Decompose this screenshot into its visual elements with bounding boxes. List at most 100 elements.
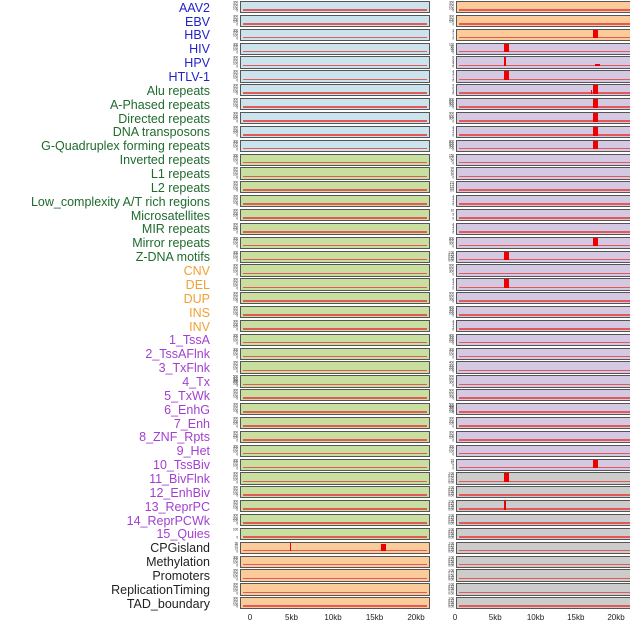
- track-label[interactable]: Directed repeats: [118, 111, 210, 126]
- track-panel-b[interactable]: [456, 527, 630, 541]
- track-panel-b[interactable]: [456, 597, 630, 610]
- track-panel-a[interactable]: [240, 250, 430, 263]
- track-panel-b[interactable]: [456, 153, 630, 166]
- track-label[interactable]: Mirror repeats: [132, 236, 210, 251]
- track-panel-a[interactable]: [240, 222, 430, 236]
- track-panel-b[interactable]: [456, 583, 630, 596]
- track-panel-b[interactable]: [456, 472, 630, 485]
- track-label[interactable]: HTLV-1: [168, 69, 210, 84]
- track-panel-b[interactable]: [456, 56, 630, 69]
- track-label[interactable]: 6_EnhG: [164, 402, 210, 417]
- track-panel-a[interactable]: [240, 416, 430, 430]
- track-panel-b[interactable]: [456, 195, 630, 208]
- track-label[interactable]: 5_TxWk: [164, 388, 210, 403]
- track-panel-b[interactable]: [456, 278, 630, 291]
- track-panel-b[interactable]: [456, 250, 630, 263]
- track-label[interactable]: 12_EnhBiv: [149, 485, 210, 500]
- track-label[interactable]: TAD_boundary: [126, 596, 210, 611]
- track-label[interactable]: 3_TxFlnk: [158, 361, 210, 376]
- track-label[interactable]: CNV: [183, 264, 210, 279]
- track-label[interactable]: G-Quadruplex forming repeats: [41, 139, 210, 154]
- track-panel-b[interactable]: [456, 319, 630, 333]
- track-panel-a[interactable]: [240, 541, 430, 554]
- track-panel-a[interactable]: [240, 1, 430, 14]
- track-label[interactable]: Methylation: [146, 555, 210, 570]
- track-label[interactable]: 13_ReprPC: [144, 499, 210, 514]
- track-panel-a[interactable]: [240, 319, 430, 333]
- track-label[interactable]: 11_BivFlnk: [149, 472, 210, 487]
- track-panel-a[interactable]: [240, 14, 430, 28]
- track-panel-a[interactable]: [240, 486, 430, 499]
- track-label[interactable]: 9_Het: [176, 444, 210, 459]
- track-panel-b[interactable]: [456, 306, 630, 319]
- track-label[interactable]: 10_TssBiv: [153, 458, 210, 473]
- track-panel-b[interactable]: [456, 555, 630, 568]
- track-panel-b[interactable]: [456, 28, 630, 41]
- track-panel-b[interactable]: [456, 416, 630, 430]
- track-panel-b[interactable]: [456, 1, 630, 14]
- track-label[interactable]: Z-DNA motifs: [135, 250, 210, 265]
- track-panel-b[interactable]: [456, 347, 630, 360]
- track-label[interactable]: HPV: [184, 56, 210, 71]
- track-panel-b[interactable]: [456, 111, 630, 125]
- track-panel-b[interactable]: [456, 139, 630, 152]
- track-label[interactable]: 2_TssAFlnk: [145, 347, 210, 362]
- track-panel-b[interactable]: [456, 486, 630, 499]
- track-label[interactable]: 8_ZNF_Rpts: [139, 430, 210, 445]
- track-label[interactable]: 1_TssA: [169, 333, 210, 348]
- track-panel-a[interactable]: [240, 264, 430, 277]
- track-label[interactable]: Microsatellites: [130, 208, 210, 223]
- track-panel-a[interactable]: [240, 444, 430, 457]
- track-label[interactable]: CPGisland: [150, 541, 210, 556]
- track-label[interactable]: EBV: [184, 14, 210, 29]
- track-label[interactable]: Alu repeats: [146, 83, 210, 98]
- track-label[interactable]: Promoters: [152, 569, 210, 584]
- track-panel-b[interactable]: [456, 444, 630, 457]
- track-panel-b[interactable]: [456, 236, 630, 249]
- track-panel-a[interactable]: [240, 42, 430, 55]
- track-label[interactable]: MIR repeats: [141, 222, 210, 237]
- track-panel-a[interactable]: [240, 28, 430, 41]
- track-panel-a[interactable]: [240, 458, 430, 471]
- track-panel-b[interactable]: [456, 513, 630, 527]
- track-panel-b[interactable]: [456, 569, 630, 582]
- track-label[interactable]: Low_complexity A/T rich regions: [30, 194, 210, 209]
- track-panel-b[interactable]: [456, 84, 630, 97]
- track-panel-a[interactable]: [240, 513, 430, 527]
- track-panel-a[interactable]: [240, 500, 430, 513]
- track-panel-a[interactable]: [240, 389, 430, 402]
- track-panel-a[interactable]: [240, 208, 430, 222]
- track-label[interactable]: INS: [189, 305, 210, 320]
- track-panel-a[interactable]: [240, 181, 430, 194]
- track-panel-a[interactable]: [240, 569, 430, 582]
- track-panel-a[interactable]: [240, 125, 430, 139]
- track-panel-a[interactable]: [240, 347, 430, 360]
- track-label[interactable]: A-Phased repeats: [109, 97, 210, 112]
- track-panel-a[interactable]: [240, 375, 430, 388]
- track-label[interactable]: 14_ReprPCWk: [126, 513, 210, 528]
- track-label[interactable]: INV: [189, 319, 210, 334]
- track-panel-a[interactable]: [240, 430, 430, 444]
- track-panel-b[interactable]: [456, 500, 630, 513]
- track-panel-b[interactable]: [456, 208, 630, 222]
- track-label[interactable]: DNA transposons: [112, 125, 210, 140]
- track-label[interactable]: L1 repeats: [150, 167, 210, 182]
- track-label[interactable]: 7_Enh: [173, 416, 210, 431]
- track-panel-a[interactable]: [240, 278, 430, 291]
- track-panel-b[interactable]: [456, 181, 630, 194]
- track-panel-b[interactable]: [456, 125, 630, 139]
- track-panel-a[interactable]: [240, 583, 430, 596]
- track-panel-b[interactable]: [456, 403, 630, 416]
- track-panel-a[interactable]: [240, 306, 430, 319]
- track-panel-a[interactable]: [240, 597, 430, 610]
- track-label[interactable]: Inverted repeats: [119, 153, 210, 168]
- track-label[interactable]: HIV: [189, 42, 210, 57]
- track-panel-a[interactable]: [240, 84, 430, 97]
- track-panel-a[interactable]: [240, 292, 430, 305]
- track-panel-b[interactable]: [456, 42, 630, 55]
- track-panel-a[interactable]: [240, 472, 430, 485]
- track-panel-a[interactable]: [240, 139, 430, 152]
- track-panel-b[interactable]: [456, 458, 630, 471]
- track-panel-b[interactable]: [456, 361, 630, 374]
- track-panel-a[interactable]: [240, 56, 430, 69]
